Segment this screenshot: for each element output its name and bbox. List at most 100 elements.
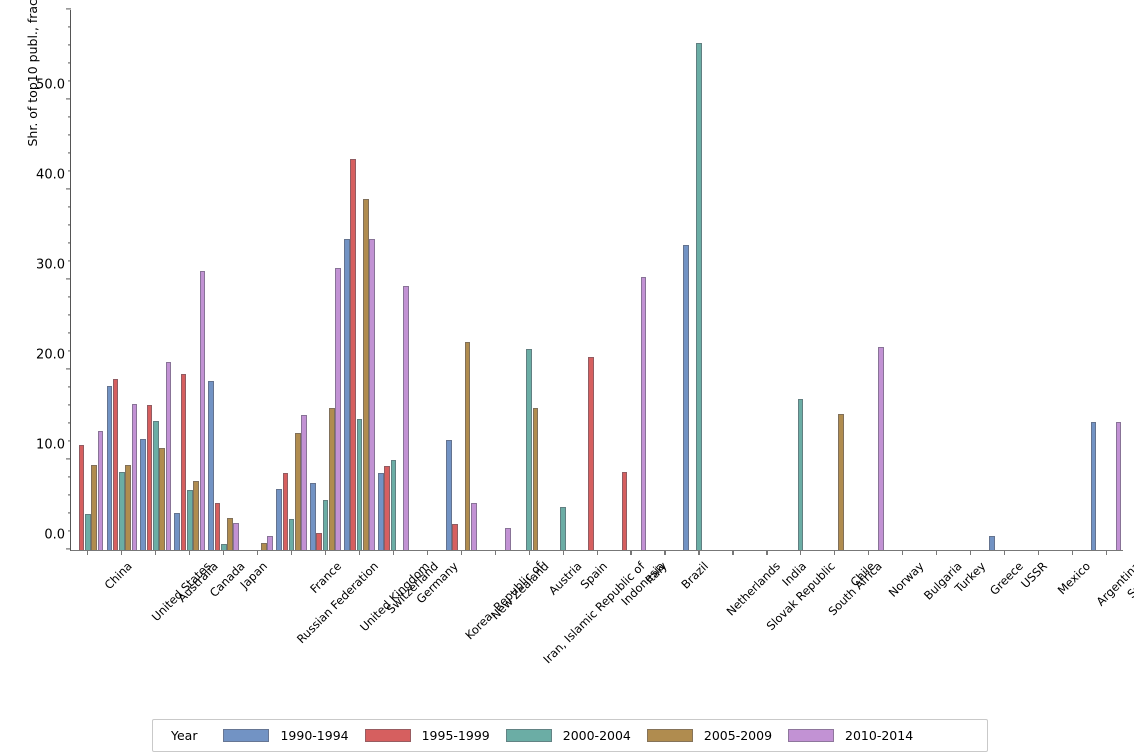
bar[interactable] bbox=[350, 158, 356, 550]
bar[interactable] bbox=[384, 466, 390, 550]
bar[interactable] bbox=[369, 238, 375, 550]
bar[interactable] bbox=[276, 488, 282, 550]
x-tick-mark bbox=[256, 551, 258, 555]
x-tick-mark bbox=[868, 551, 870, 555]
bar-group bbox=[444, 10, 478, 550]
bar-group bbox=[614, 10, 648, 550]
bar[interactable] bbox=[621, 472, 628, 550]
bar[interactable] bbox=[683, 245, 690, 550]
bar[interactable] bbox=[78, 444, 85, 550]
y-tick-mark-minor bbox=[67, 170, 71, 172]
x-tick-mark bbox=[562, 551, 564, 555]
x-tick-mark bbox=[698, 551, 700, 555]
x-tick-mark bbox=[766, 551, 768, 555]
bar[interactable] bbox=[165, 362, 172, 550]
bar[interactable] bbox=[452, 523, 458, 550]
x-tick-mark bbox=[86, 551, 89, 555]
bar[interactable] bbox=[335, 267, 341, 550]
x-tick-label: Austria bbox=[545, 559, 585, 598]
bar[interactable] bbox=[288, 519, 295, 550]
legend-label: 1995-1999 bbox=[421, 728, 490, 743]
bar[interactable] bbox=[526, 348, 532, 550]
bar[interactable] bbox=[91, 465, 98, 550]
bar[interactable] bbox=[106, 385, 113, 550]
y-tick-label: 60.0 bbox=[36, 0, 71, 3]
bar[interactable] bbox=[1115, 421, 1122, 550]
bar[interactable] bbox=[119, 471, 125, 550]
legend-item[interactable]: 2005-2009 bbox=[646, 728, 772, 743]
x-tick-mark bbox=[120, 551, 123, 555]
bar[interactable] bbox=[233, 522, 240, 550]
bar[interactable] bbox=[329, 407, 335, 550]
x-tick-mark bbox=[1106, 551, 1108, 555]
bar[interactable] bbox=[193, 480, 199, 550]
x-tick-label: Spain bbox=[576, 559, 610, 592]
legend-item[interactable]: 1990-1994 bbox=[223, 728, 349, 743]
y-tick-mark-minor bbox=[67, 242, 71, 244]
bar[interactable] bbox=[403, 285, 409, 550]
bar-group bbox=[241, 10, 275, 550]
bar[interactable] bbox=[532, 408, 539, 550]
x-tick-mark bbox=[902, 551, 904, 555]
bar[interactable] bbox=[131, 403, 138, 550]
bar[interactable] bbox=[696, 43, 702, 550]
bar[interactable] bbox=[310, 483, 316, 550]
bar[interactable] bbox=[208, 380, 214, 550]
bar[interactable] bbox=[97, 430, 104, 550]
legend-item[interactable]: 2010-2014 bbox=[788, 728, 913, 743]
x-tick-mark bbox=[222, 551, 225, 555]
bar[interactable] bbox=[282, 473, 289, 550]
y-tick-mark-major bbox=[66, 188, 71, 190]
bar[interactable] bbox=[988, 535, 995, 550]
bar[interactable] bbox=[261, 542, 267, 550]
x-tick-mark bbox=[426, 551, 428, 555]
bar[interactable] bbox=[146, 404, 153, 550]
bar[interactable] bbox=[316, 532, 323, 550]
bar[interactable] bbox=[159, 448, 165, 550]
bar[interactable] bbox=[445, 440, 452, 550]
bar[interactable] bbox=[797, 399, 804, 550]
bar[interactable] bbox=[180, 374, 187, 550]
bar[interactable] bbox=[295, 432, 301, 550]
bar[interactable] bbox=[174, 513, 181, 550]
y-tick-label: 50.0 bbox=[36, 77, 65, 93]
bar[interactable] bbox=[471, 503, 477, 550]
bar[interactable] bbox=[199, 271, 206, 550]
x-tick-label: Argentina bbox=[1093, 559, 1134, 609]
bar[interactable] bbox=[878, 347, 884, 550]
bar[interactable] bbox=[267, 535, 274, 550]
x-tick-mark bbox=[392, 551, 394, 555]
bar[interactable] bbox=[560, 506, 566, 550]
bar[interactable] bbox=[125, 465, 131, 550]
legend-item[interactable]: 1995-1999 bbox=[364, 728, 490, 743]
x-tick-label: Norway bbox=[886, 559, 927, 600]
y-tick-mark-major bbox=[66, 548, 71, 550]
bar[interactable] bbox=[140, 439, 147, 550]
legend: Year 1990-1994 1995-1999 2000-2004 2005-200… bbox=[152, 719, 988, 752]
legend-item[interactable]: 2000-2004 bbox=[505, 728, 631, 743]
bar[interactable] bbox=[464, 341, 471, 550]
bar-group bbox=[546, 10, 580, 550]
bar[interactable] bbox=[227, 517, 233, 550]
bar[interactable] bbox=[301, 414, 307, 550]
bar[interactable] bbox=[587, 357, 594, 550]
bar[interactable] bbox=[504, 528, 511, 550]
bar[interactable] bbox=[112, 378, 119, 550]
bar[interactable] bbox=[322, 500, 329, 550]
bar[interactable] bbox=[362, 199, 369, 550]
bar[interactable] bbox=[186, 489, 193, 550]
bar[interactable] bbox=[153, 421, 159, 550]
bar[interactable] bbox=[1090, 421, 1097, 550]
bar[interactable] bbox=[378, 473, 384, 550]
bar[interactable] bbox=[220, 543, 227, 550]
bar[interactable] bbox=[838, 413, 844, 550]
bar[interactable] bbox=[214, 503, 221, 550]
x-tick-mark bbox=[800, 551, 802, 555]
bar[interactable] bbox=[356, 419, 363, 550]
bar[interactable] bbox=[85, 513, 91, 550]
bar[interactable] bbox=[344, 238, 350, 550]
y-tick-mark-minor bbox=[67, 206, 71, 208]
bar[interactable] bbox=[640, 276, 647, 550]
y-tick-mark-minor bbox=[67, 512, 71, 514]
bar[interactable] bbox=[390, 459, 397, 550]
